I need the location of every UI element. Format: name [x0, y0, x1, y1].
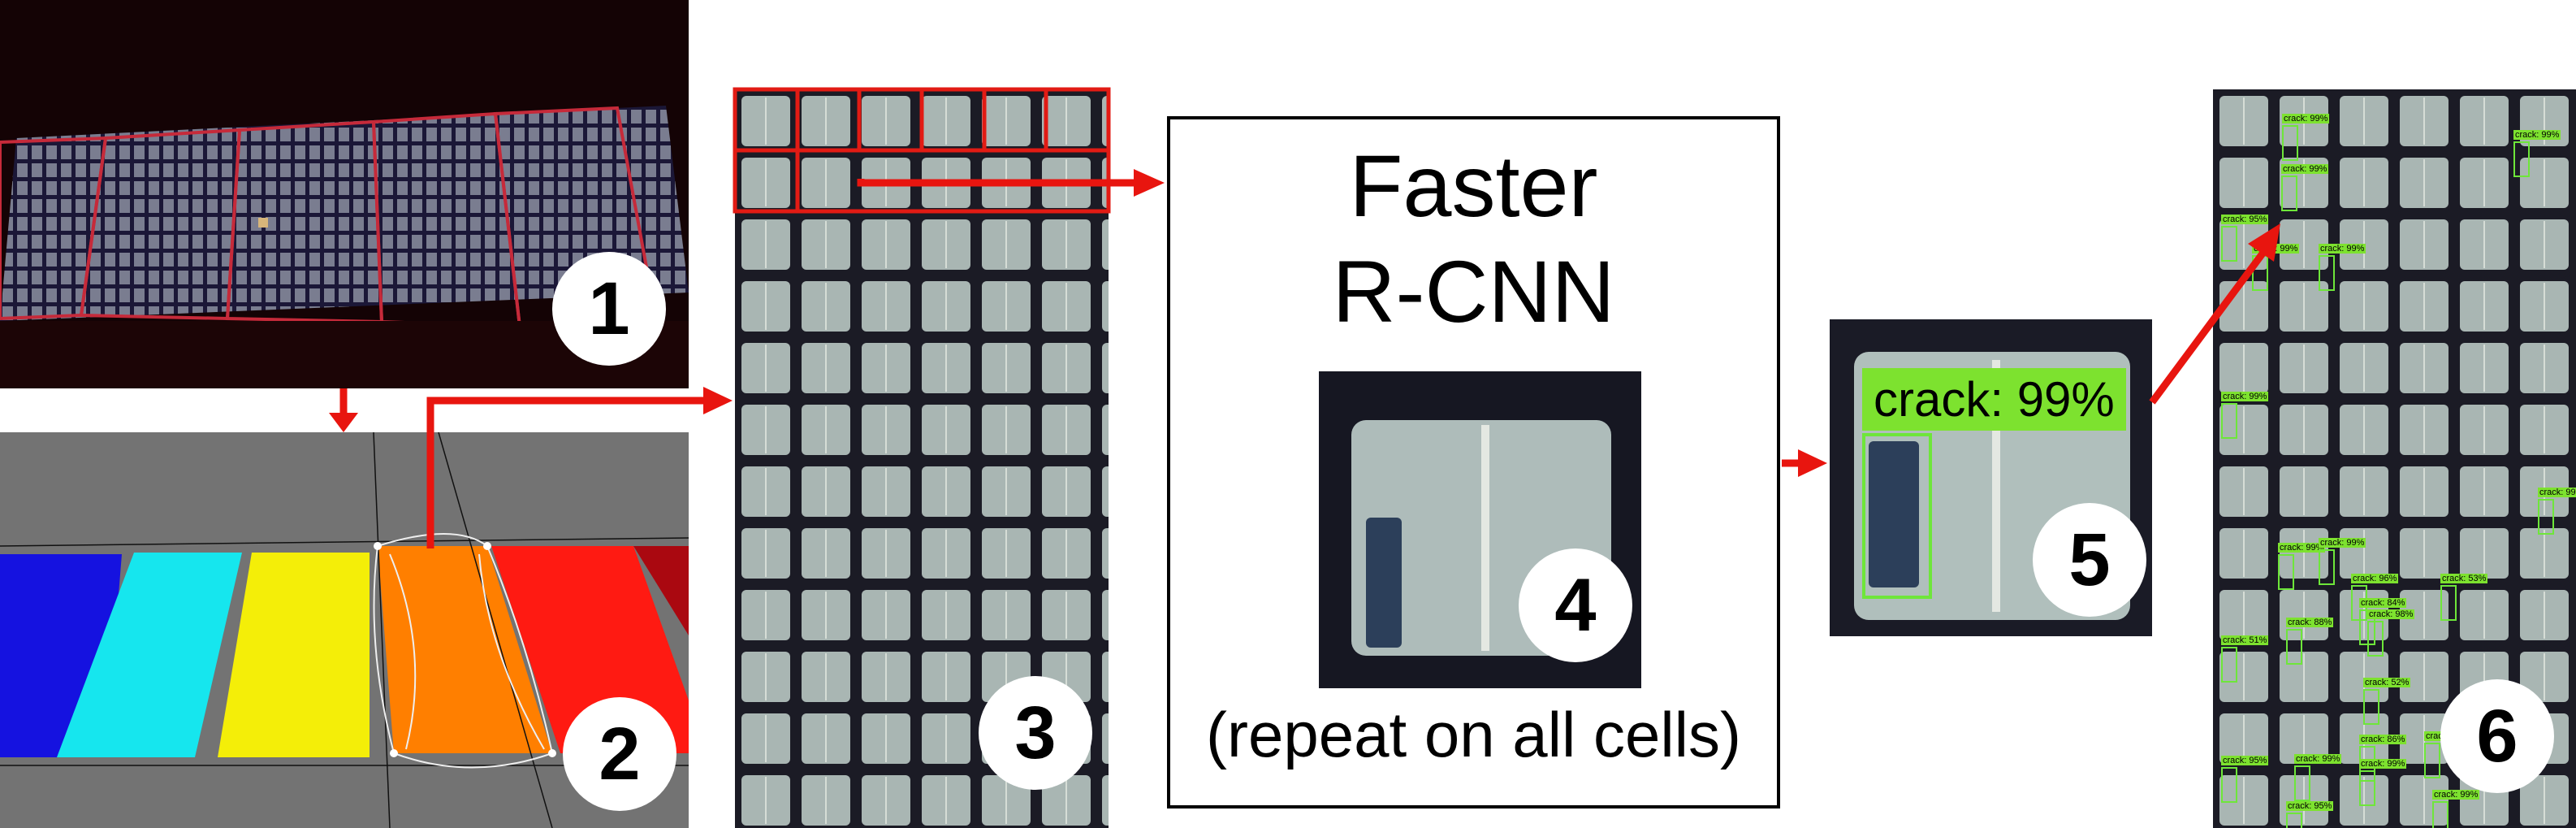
- detection-box: [2286, 813, 2302, 828]
- detection-label: crack: 95%: [2221, 756, 2269, 765]
- detection-box: [2367, 621, 2384, 657]
- model-title-line1: Faster: [1349, 137, 1598, 235]
- step-2-badge: 2: [563, 697, 676, 811]
- detection-box: [2221, 226, 2237, 262]
- detection-box: [2363, 689, 2379, 725]
- detection-box: [2432, 801, 2448, 828]
- repeat-note: (repeat on all cells): [1206, 699, 1741, 770]
- detection-box: [2221, 647, 2237, 683]
- arrow-3-to-4-head: [1134, 169, 1165, 197]
- field-photo-panel: 1: [0, 0, 689, 388]
- segmentation-panel: 2: [0, 432, 689, 828]
- detection-box: [2281, 176, 2297, 211]
- detection-label: crack: 99%: [2278, 543, 2326, 553]
- detection-box: [2278, 554, 2294, 590]
- single-cell-crop: 4: [1319, 371, 1641, 688]
- detection-label: crack: 99%: [2538, 488, 2576, 497]
- detection-label: crack: 51%: [2221, 635, 2269, 645]
- step-4-badge: 4: [1519, 548, 1632, 662]
- detection-box: [2252, 255, 2268, 291]
- solar-module-photo: [0, 0, 689, 388]
- detection-label: crack: 99%: [2252, 244, 2300, 254]
- detection-box: [2440, 585, 2457, 621]
- detection-box: [2513, 141, 2530, 177]
- detection-label: crack: 96%: [2351, 574, 2399, 583]
- detection-box: [2286, 629, 2302, 665]
- detection-label: crack: 95%: [2286, 801, 2334, 811]
- crack-detection-label: crack: 99%: [1862, 368, 2126, 431]
- detection-label: crack: 99%: [2513, 130, 2561, 140]
- detection-label: crack: 98%: [2367, 609, 2415, 619]
- detection-label: crack: 88%: [2286, 618, 2334, 627]
- detection-label: crack: 84%: [2359, 598, 2407, 608]
- detection-label: crack: 86%: [2359, 735, 2407, 744]
- detection-label: crack: 53%: [2440, 574, 2488, 583]
- detection-label: crack: 99%: [2294, 754, 2342, 764]
- detection-label: crack: 99%: [2282, 114, 2330, 124]
- faster-rcnn-box: Faster R-CNN 4 (repeat on all cells): [1167, 116, 1780, 808]
- arrow-4-to-5-head: [1798, 449, 1827, 477]
- detection-box: [2221, 767, 2237, 803]
- detection-result-panel: crack: 99% 5: [1830, 319, 2152, 636]
- step-1-badge: 1: [552, 252, 666, 366]
- step-3-badge: 3: [979, 676, 1092, 790]
- arrow-2-to-3-head: [703, 387, 733, 414]
- detection-box: [2221, 403, 2237, 439]
- detection-label: crack: 99%: [2221, 392, 2269, 401]
- step-6-badge: 6: [2440, 679, 2554, 793]
- detection-label: crack: 99%: [2359, 759, 2407, 769]
- detection-label: crack: 99%: [2432, 790, 2480, 800]
- detection-box: [2424, 743, 2440, 778]
- detection-box: [2294, 765, 2310, 801]
- detection-box: [2282, 125, 2298, 161]
- detection-box: [2319, 255, 2335, 291]
- arrow-1-to-2-head: [329, 413, 358, 432]
- step-5-badge: 5: [2033, 503, 2146, 617]
- model-title-line2: R-CNN: [1332, 242, 1615, 340]
- crack-bounding-box: [1862, 433, 1932, 599]
- detection-label: crack: 52%: [2363, 678, 2411, 687]
- detection-label: crack: 99%: [2281, 164, 2329, 174]
- detection-label: crack: 95%: [2221, 215, 2269, 224]
- cell-selection-highlight: [733, 87, 1111, 214]
- detection-box: [2538, 499, 2554, 535]
- detection-label: crack: 99%: [2319, 244, 2366, 254]
- detection-box: [2359, 770, 2375, 806]
- module-detections-panel: crack: 99% crack: 99% crack: 95% crack: 99%…: [2213, 89, 2576, 828]
- detection-label: crack: 99%: [2319, 538, 2366, 548]
- detection-box: [2319, 549, 2335, 585]
